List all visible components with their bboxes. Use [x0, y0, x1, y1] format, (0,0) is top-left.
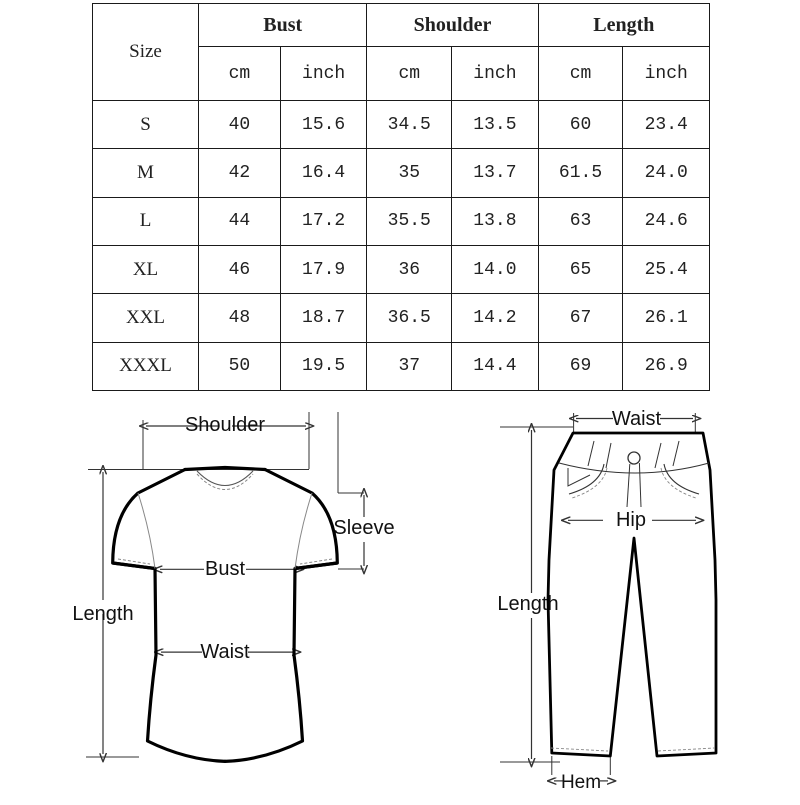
- svg-text:Hip: Hip: [616, 509, 646, 531]
- svg-text:Length: Length: [72, 603, 133, 625]
- svg-text:Sleeve: Sleeve: [333, 517, 394, 539]
- svg-text:Hem: Hem: [561, 772, 601, 793]
- svg-text:Waist: Waist: [200, 641, 250, 663]
- svg-text:Shoulder: Shoulder: [185, 414, 265, 436]
- svg-text:Bust: Bust: [205, 558, 245, 580]
- svg-text:Waist: Waist: [612, 408, 662, 430]
